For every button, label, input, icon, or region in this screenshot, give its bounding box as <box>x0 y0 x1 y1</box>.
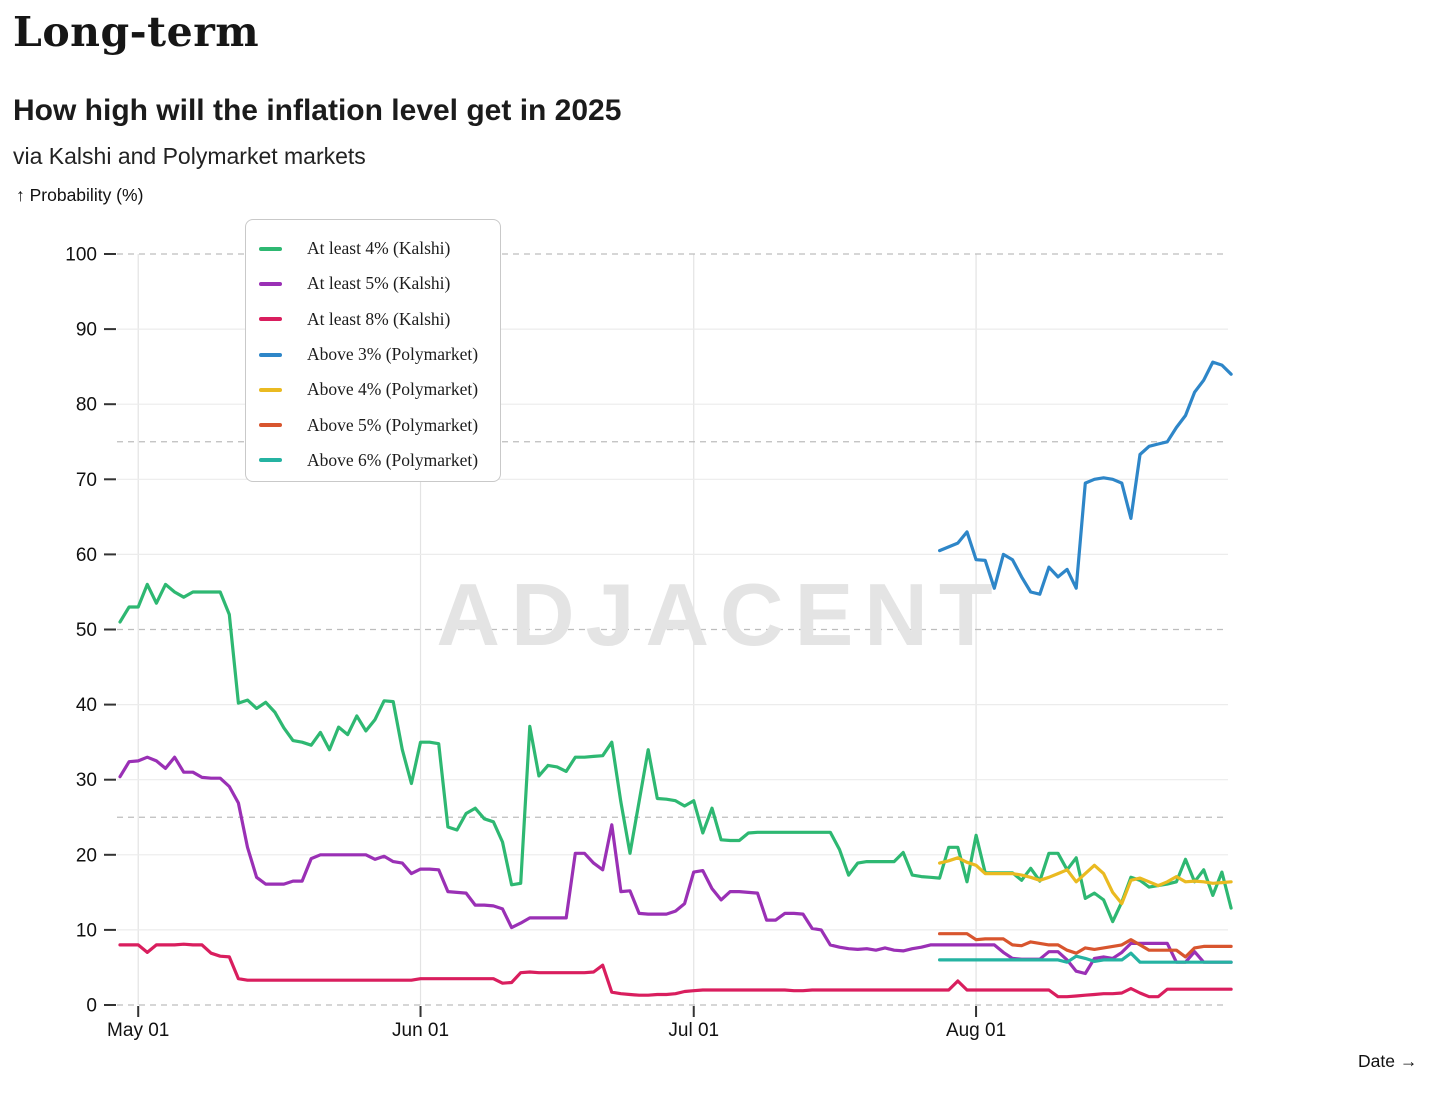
y-tick-label: 20 <box>76 845 97 866</box>
legend-item-kalshi-8: At least 8% (Kalshi) <box>246 302 500 337</box>
y-tick-label: 30 <box>76 770 97 791</box>
legend-label: Above 6% (Polymarket) <box>307 449 479 470</box>
legend-swatch-icon <box>259 423 282 428</box>
y-tick-label: 90 <box>76 320 97 341</box>
watermark: ADJACENT <box>436 565 1003 664</box>
x-tick-label: Jun 01 <box>392 1020 449 1041</box>
x-tick-label: Jul 01 <box>668 1020 719 1041</box>
legend-label: Above 5% (Polymarket) <box>307 414 479 435</box>
legend-swatch-icon <box>259 352 282 357</box>
y-tick-label: 10 <box>76 920 97 941</box>
chart-legend: At least 4% (Kalshi) At least 5% (Kalshi… <box>245 219 501 482</box>
y-tick-label: 80 <box>76 395 97 416</box>
series-line <box>118 942 1233 999</box>
series-line <box>937 932 1233 959</box>
legend-label: At least 8% (Kalshi) <box>307 308 451 329</box>
legend-swatch-icon <box>259 281 282 286</box>
y-tick-label: 60 <box>76 545 97 566</box>
section-kicker: Long-term <box>13 8 260 56</box>
chart-subtitle: via Kalshi and Polymarket markets <box>13 143 366 169</box>
legend-item-poly-4: Above 4% (Polymarket) <box>246 372 500 407</box>
legend-swatch-icon <box>259 317 282 322</box>
y-tick-label: 100 <box>65 245 97 266</box>
series-line <box>118 755 1233 976</box>
legend-label: At least 4% (Kalshi) <box>307 238 451 259</box>
legend-swatch-icon <box>259 246 282 251</box>
x-axis-label: Date → <box>1358 1051 1418 1071</box>
legend-label: Above 3% (Polymarket) <box>307 344 479 365</box>
series-line <box>937 360 1233 596</box>
legend-item-poly-3: Above 3% (Polymarket) <box>246 337 500 372</box>
series-line <box>937 951 1233 964</box>
legend-swatch-icon <box>259 387 282 392</box>
legend-label: Above 4% (Polymarket) <box>307 379 479 400</box>
y-tick-label: 50 <box>76 620 97 641</box>
x-tick-label: May 01 <box>107 1020 169 1041</box>
y-axis-label: ↑ Probability (%) <box>16 185 144 205</box>
legend-label: At least 5% (Kalshi) <box>307 273 451 294</box>
legend-item-kalshi-5: At least 5% (Kalshi) <box>246 266 500 301</box>
y-tick-label: 0 <box>86 996 97 1017</box>
legend-item-poly-5: Above 5% (Polymarket) <box>246 407 500 442</box>
series-line <box>937 856 1233 906</box>
chart-title: How high will the inflation level get in… <box>13 94 622 127</box>
x-tick-label: Aug 01 <box>946 1020 1006 1041</box>
y-tick-label: 40 <box>76 695 97 716</box>
legend-item-kalshi-4: At least 4% (Kalshi) <box>246 231 500 266</box>
legend-item-poly-6: Above 6% (Polymarket) <box>246 443 500 478</box>
y-tick-label: 70 <box>76 470 97 491</box>
series-line <box>118 582 1233 924</box>
legend-swatch-icon <box>259 458 282 463</box>
